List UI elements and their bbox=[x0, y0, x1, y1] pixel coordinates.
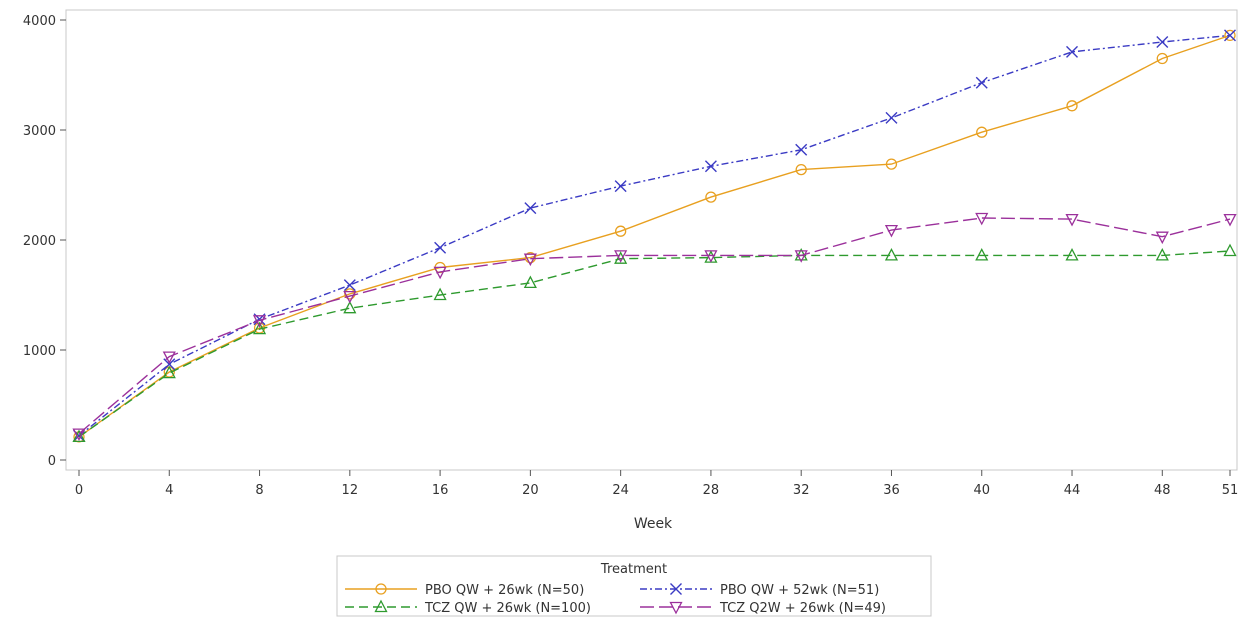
data-point bbox=[975, 247, 989, 261]
legend-swatch-marker bbox=[669, 601, 683, 615]
data-point bbox=[524, 251, 537, 264]
data-point bbox=[434, 241, 447, 254]
x-tick-label: 40 bbox=[973, 483, 990, 498]
data-point bbox=[1155, 247, 1169, 261]
y-tick-label: 2000 bbox=[23, 234, 56, 249]
data-point bbox=[885, 111, 898, 124]
y-tick-label: 4000 bbox=[23, 14, 56, 29]
data-point bbox=[252, 321, 267, 335]
x-tick-label: 20 bbox=[522, 483, 539, 498]
data-point bbox=[614, 180, 627, 193]
data-point bbox=[884, 247, 899, 261]
data-point bbox=[343, 279, 356, 292]
data-point bbox=[885, 158, 898, 170]
data-point bbox=[975, 212, 989, 226]
data-point bbox=[794, 250, 808, 263]
x-tick-label: 0 bbox=[75, 483, 83, 498]
data-point bbox=[704, 250, 718, 263]
legend-frame bbox=[336, 555, 932, 617]
legend-item-2: PBO QW + 52wk (N=51) bbox=[640, 583, 879, 598]
data-point bbox=[704, 160, 717, 173]
series-line bbox=[78, 34, 1231, 438]
data-point bbox=[1224, 29, 1236, 42]
x-tick-label: 48 bbox=[1154, 483, 1171, 498]
data-point bbox=[523, 275, 537, 289]
data-point bbox=[614, 225, 627, 237]
data-point bbox=[72, 428, 86, 442]
data-point bbox=[1224, 29, 1236, 42]
x-tick-label: 24 bbox=[612, 483, 629, 498]
series-group bbox=[72, 29, 1237, 443]
legend-item-4: TCZ Q2W + 26wk (N=49) bbox=[640, 601, 886, 616]
data-point bbox=[252, 315, 267, 328]
legend-item-1: PBO QW + 26wk (N=50) bbox=[345, 583, 584, 598]
x-axis-title: Week bbox=[634, 516, 673, 532]
x-tick-label: 28 bbox=[703, 483, 720, 498]
x-tick-label: 16 bbox=[432, 483, 449, 498]
plot-frame bbox=[65, 9, 1238, 471]
data-point bbox=[1223, 243, 1237, 257]
data-point bbox=[1065, 247, 1079, 261]
data-point bbox=[433, 287, 447, 301]
data-point bbox=[884, 224, 899, 238]
y-tick-label: 3000 bbox=[23, 124, 56, 139]
x-tick-label: 44 bbox=[1064, 483, 1081, 498]
data-point bbox=[163, 358, 176, 371]
data-point bbox=[1156, 52, 1168, 65]
data-point bbox=[523, 253, 537, 267]
series-3 bbox=[72, 243, 1237, 443]
data-point bbox=[524, 202, 537, 215]
x-tick-label: 36 bbox=[883, 483, 900, 498]
series-line bbox=[78, 250, 1231, 438]
data-point bbox=[1066, 45, 1079, 58]
legend-item-3: TCZ QW + 26wk (N=100) bbox=[345, 599, 591, 616]
data-point bbox=[1223, 213, 1237, 227]
series-line bbox=[78, 34, 1231, 437]
data-point bbox=[705, 191, 717, 203]
x-tick-label: 4 bbox=[165, 483, 173, 498]
data-point bbox=[72, 429, 86, 443]
data-point bbox=[343, 290, 357, 304]
legend: Treatment PBO QW + 26wk (N=50) PBO QW + 5… bbox=[336, 555, 932, 617]
data-point bbox=[795, 143, 808, 156]
data-point bbox=[1066, 100, 1078, 112]
legend-label: PBO QW + 26wk (N=50) bbox=[425, 583, 584, 598]
series-4 bbox=[72, 212, 1237, 442]
x-tick-label: 8 bbox=[255, 483, 263, 498]
data-point bbox=[1065, 213, 1079, 227]
data-point bbox=[162, 365, 176, 379]
x-tick-label: 12 bbox=[342, 483, 359, 498]
y-tick-label: 1000 bbox=[23, 344, 56, 359]
x-tick-label: 51 bbox=[1222, 483, 1239, 498]
legend-title: Treatment bbox=[600, 562, 667, 577]
data-point bbox=[1156, 36, 1169, 48]
data-point bbox=[975, 76, 988, 89]
legend-label: TCZ QW + 26wk (N=100) bbox=[424, 601, 591, 616]
data-point bbox=[343, 300, 357, 314]
data-point bbox=[614, 251, 628, 264]
legend-label: PBO QW + 52wk (N=51) bbox=[720, 583, 879, 598]
data-point bbox=[1155, 231, 1169, 245]
series-line bbox=[78, 217, 1231, 435]
x-tick-label: 32 bbox=[793, 483, 810, 498]
legend-swatch-marker bbox=[374, 599, 388, 613]
data-point bbox=[433, 266, 447, 280]
legend-label: TCZ Q2W + 26wk (N=49) bbox=[719, 601, 886, 616]
data-point bbox=[162, 351, 176, 365]
legend-swatch-marker bbox=[375, 583, 387, 595]
series-2 bbox=[73, 29, 1236, 442]
data-point bbox=[976, 126, 988, 138]
legend-swatch-marker bbox=[670, 583, 682, 595]
data-point bbox=[614, 250, 628, 263]
data-point bbox=[795, 163, 807, 176]
y-tick-label: 0 bbox=[48, 454, 56, 469]
series-1 bbox=[73, 29, 1236, 443]
